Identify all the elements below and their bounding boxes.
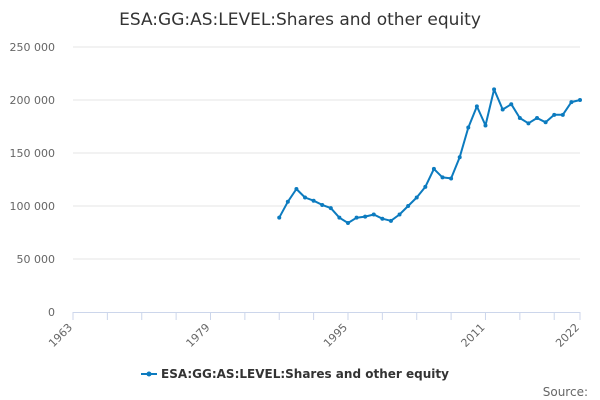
x-axis-ticks: 1963 1979 1995 2011 2022 [46,312,582,350]
data-point[interactable] [423,184,428,189]
y-axis-tick-labels: 0 50 000 100 000 150 000 200 000 250 000 [10,41,56,319]
y-tick-label: 200 000 [10,94,56,107]
data-point[interactable] [466,125,471,130]
data-point[interactable] [535,116,540,121]
data-point[interactable] [320,202,325,207]
data-point[interactable] [371,212,376,217]
x-tick-label: 2011 [459,321,488,350]
series-layer [277,87,582,225]
chart-title: ESA:GG:AS:LEVEL:Shares and other equity [119,10,481,30]
y-tick-label: 250 000 [10,41,56,54]
data-point[interactable] [500,107,505,112]
legend[interactable]: ESA:GG:AS:LEVEL:Shares and other equity [141,367,449,381]
legend-label: ESA:GG:AS:LEVEL:Shares and other equity [161,367,449,381]
data-point[interactable] [414,195,419,200]
data-point[interactable] [440,175,445,180]
data-point[interactable] [277,215,282,220]
y-tick-label: 50 000 [17,253,56,266]
data-point[interactable] [363,214,368,219]
x-tick-label: 2022 [553,321,582,350]
data-point[interactable] [380,216,385,221]
data-point[interactable] [388,218,393,223]
data-point[interactable] [294,187,299,192]
data-point[interactable] [354,215,359,220]
data-point[interactable] [337,215,342,220]
grid-lines [73,46,580,260]
data-point[interactable] [517,116,522,121]
legend-dot-marker [146,371,152,377]
data-point[interactable] [543,120,548,125]
data-point[interactable] [406,204,411,208]
source-label: Source: [543,385,588,399]
data-point[interactable] [569,100,574,105]
x-tick-label: 1963 [46,321,75,350]
data-point[interactable] [311,198,316,203]
data-point[interactable] [303,195,308,200]
x-tick-label: 1995 [321,321,350,350]
y-tick-label: 150 000 [10,147,56,160]
data-point[interactable] [457,155,462,160]
data-point[interactable] [560,112,565,117]
y-tick-label: 100 000 [10,200,56,213]
data-point[interactable] [474,104,479,109]
data-point[interactable] [328,206,333,211]
data-point[interactable] [483,123,488,128]
y-tick-label: 0 [48,306,55,319]
data-point[interactable] [578,98,582,102]
x-tick-label: 1979 [184,321,213,350]
data-point[interactable] [492,87,497,92]
data-point[interactable] [345,220,350,225]
data-point[interactable] [285,199,290,204]
data-point[interactable] [397,212,402,217]
data-point[interactable] [449,176,454,181]
data-point[interactable] [431,166,436,171]
data-point[interactable] [509,102,514,107]
data-point[interactable] [552,112,557,117]
series-line [278,88,581,224]
data-point[interactable] [526,121,531,126]
